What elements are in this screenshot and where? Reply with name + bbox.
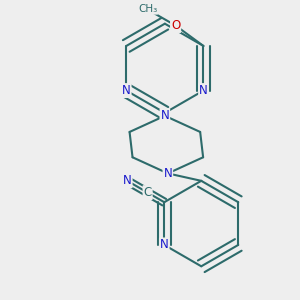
Text: N: N <box>164 167 172 180</box>
Text: N: N <box>122 84 130 97</box>
Text: N: N <box>160 109 169 122</box>
Text: C: C <box>143 186 152 199</box>
Text: O: O <box>171 19 180 32</box>
Text: N: N <box>160 238 169 251</box>
Text: CH₃: CH₃ <box>138 4 158 14</box>
Text: N: N <box>123 174 132 187</box>
Text: N: N <box>199 84 208 97</box>
